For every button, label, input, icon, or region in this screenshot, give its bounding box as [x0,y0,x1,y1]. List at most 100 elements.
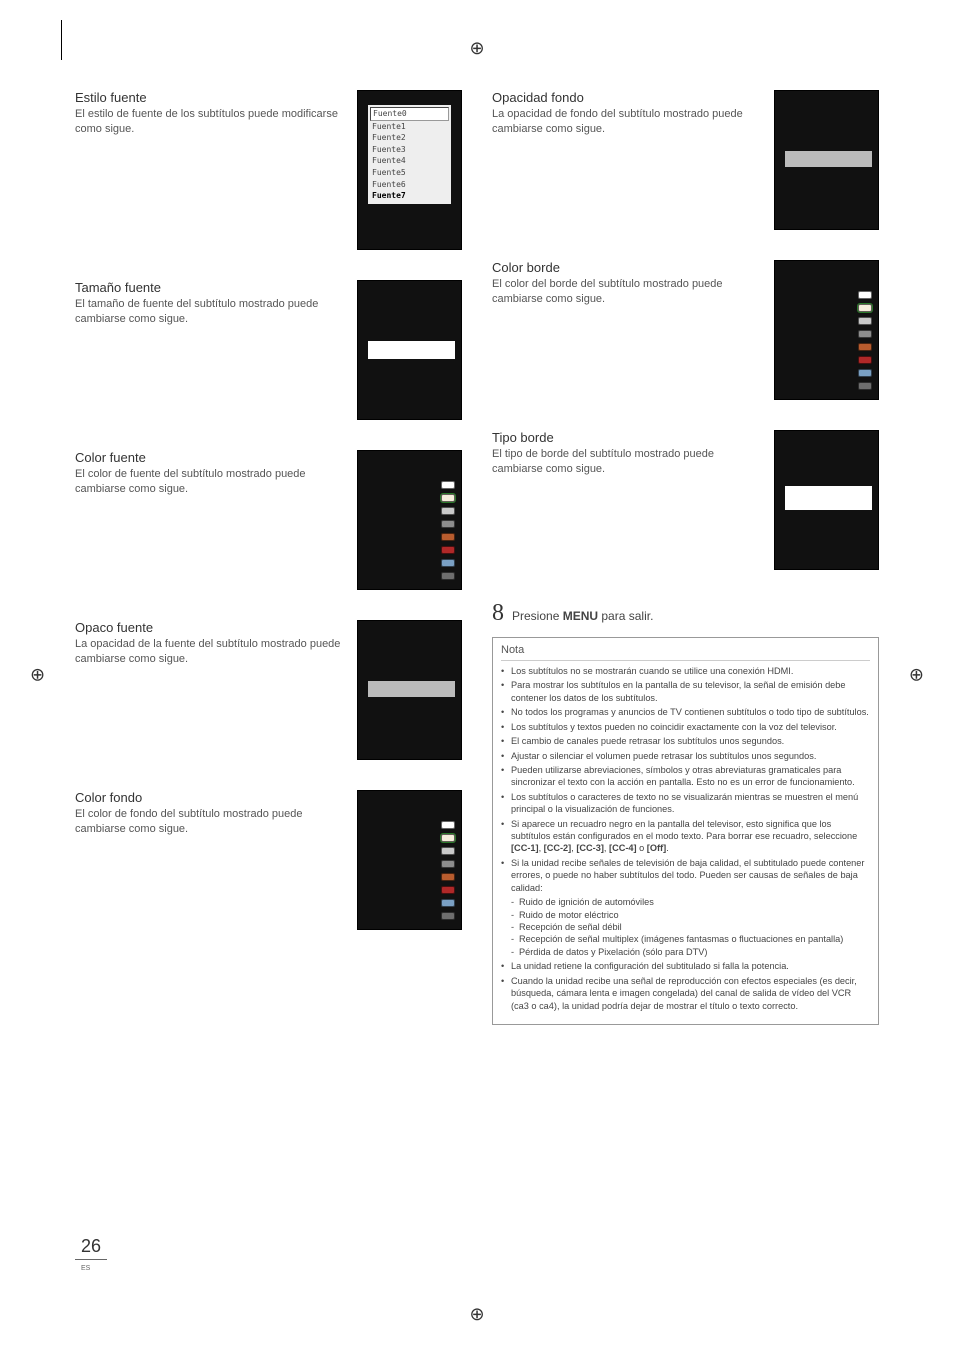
nota-item: Los subtítulos no se mostrarán cuando se… [501,665,870,677]
section-text: Opacidad fondo La opacidad de fondo del s… [492,90,764,230]
section-body: El color del borde del subtítulo mostrad… [492,277,764,307]
preview-thumbnail: Fuente0Fuente1Fuente2Fuente3Fuente4Fuent… [357,90,462,250]
color-swatch [858,343,872,351]
section-title: Tipo borde [492,430,764,445]
section-text: Color fuente El color de fuente del subtí… [75,450,347,590]
preview-region [368,681,455,697]
color-swatch-column [441,821,455,920]
left-column: Estilo fuenteEl estilo de fuente de los … [75,90,462,1025]
color-swatch [441,533,455,541]
page-number: 26 [75,1236,107,1260]
color-swatch [858,382,872,390]
color-swatch [858,369,872,377]
nota-item: No todos los programas y anuncios de TV … [501,706,870,718]
nota-box: NotaLos subtítulos no se mostrarán cuand… [492,637,879,1025]
nota-item: Si aparece un recuadro negro en la panta… [501,818,870,855]
two-column-layout: Estilo fuenteEl estilo de fuente de los … [75,90,879,1025]
register-mark-left: ⊕ [30,665,45,686]
preview-thumbnail [357,280,462,420]
color-swatch [441,494,455,502]
preview-thumbnail [357,790,462,930]
font-option: Fuente4 [370,155,449,167]
nota-subitem: Recepción de señal débil [511,921,870,933]
nota-item: Pueden utilizarse abreviaciones, símbolo… [501,764,870,789]
nota-item: Los subtítulos y textos pueden no coinci… [501,721,870,733]
menu-key-label: MENU [563,609,598,623]
section-title: Color borde [492,260,764,275]
color-swatch [858,317,872,325]
setting-section: Tipo bordeEl tipo de borde del subtítulo… [492,430,879,570]
preview-region [785,151,872,167]
section-body: La opacidad de fondo del subtítulo mostr… [492,107,764,137]
section-body: El color de fuente del subtítulo mostrad… [75,467,347,497]
section-text: Estilo fuenteEl estilo de fuente de los … [75,90,347,250]
font-option: Fuente2 [370,132,449,144]
setting-section: Color fondoEl color de fondo del subtítu… [75,790,462,930]
crop-mark [61,20,62,60]
nota-item: Si la unidad recibe señales de televisió… [501,857,870,958]
section-text: Color borde El color del borde del subtít… [492,260,764,400]
color-swatch [441,572,455,580]
section-title: Opacidad fondo [492,90,764,105]
font-style-dropdown: Fuente0Fuente1Fuente2Fuente3Fuente4Fuent… [368,105,451,204]
color-swatch [441,481,455,489]
preview-thumbnail [357,620,462,760]
section-body: El estilo de fuente de los subtítulos pu… [75,107,347,137]
nota-subitem: Pérdida de datos y Pixelación (sólo para… [511,946,870,958]
color-swatch-column [858,291,872,390]
font-option: Fuente5 [370,167,449,179]
font-option: Fuente0 [370,107,449,121]
color-swatch-column [441,481,455,580]
section-title: Color fondo [75,790,347,805]
color-swatch [441,520,455,528]
nota-item: Cuando la unidad recibe una señal de rep… [501,975,870,1012]
section-text: Tipo bordeEl tipo de borde del subtítulo… [492,430,764,570]
section-text: Opaco fuente La opacidad de la fuente del… [75,620,347,760]
nota-list: Los subtítulos no se mostrarán cuando se… [501,665,870,1012]
preview-thumbnail [357,450,462,590]
section-text: Color fondoEl color de fondo del subtítu… [75,790,347,930]
setting-section: Color borde El color del borde del subtít… [492,260,879,400]
setting-section: Tamaño fuenteEl tamaño de fuente del sub… [75,280,462,420]
preview-thumbnail [774,260,879,400]
setting-section: Color fuente El color de fuente del subtí… [75,450,462,590]
section-body: La opacidad de la fuente del subtítulo m… [75,637,347,667]
setting-section: Opacidad fondo La opacidad de fondo del s… [492,90,879,230]
register-mark-top: ⊕ [469,38,484,59]
nota-subitem: Ruido de ignición de automóviles [511,896,870,908]
section-title: Color fuente [75,450,347,465]
color-swatch [441,860,455,868]
preview-region [785,486,872,510]
color-swatch [441,546,455,554]
register-mark-right: ⊕ [909,665,924,686]
step-number: 8 [492,600,504,627]
preview-thumbnail [774,90,879,230]
color-swatch [441,821,455,829]
section-text: Tamaño fuenteEl tamaño de fuente del sub… [75,280,347,420]
color-swatch [441,834,455,842]
font-option: Fuente3 [370,144,449,156]
nota-item: La unidad retiene la configuración del s… [501,960,870,972]
color-swatch [858,291,872,299]
color-swatch [441,847,455,855]
step-instruction: Presione MENU para salir. [512,609,653,623]
color-swatch [441,899,455,907]
section-body: El tamaño de fuente del subtítulo mostra… [75,297,347,327]
color-swatch [858,330,872,338]
color-swatch [441,559,455,567]
section-title: Opaco fuente [75,620,347,635]
preview-thumbnail [774,430,879,570]
nota-item: Los subtítulos o caracteres de texto no … [501,791,870,816]
setting-section: Opaco fuente La opacidad de la fuente del… [75,620,462,760]
color-swatch [441,912,455,920]
page-content: Estilo fuenteEl estilo de fuente de los … [75,90,879,1260]
color-swatch [441,886,455,894]
color-swatch [441,873,455,881]
page-lang: ES [81,1265,90,1272]
nota-subitem: Recepción de señal multiplex (imágenes f… [511,933,870,945]
color-swatch [858,356,872,364]
nota-subitem: Ruido de motor eléctrico [511,909,870,921]
nota-item: Para mostrar los subtítulos en la pantal… [501,679,870,704]
color-swatch [858,304,872,312]
nota-item: Ajustar o silenciar el volumen puede ret… [501,750,870,762]
